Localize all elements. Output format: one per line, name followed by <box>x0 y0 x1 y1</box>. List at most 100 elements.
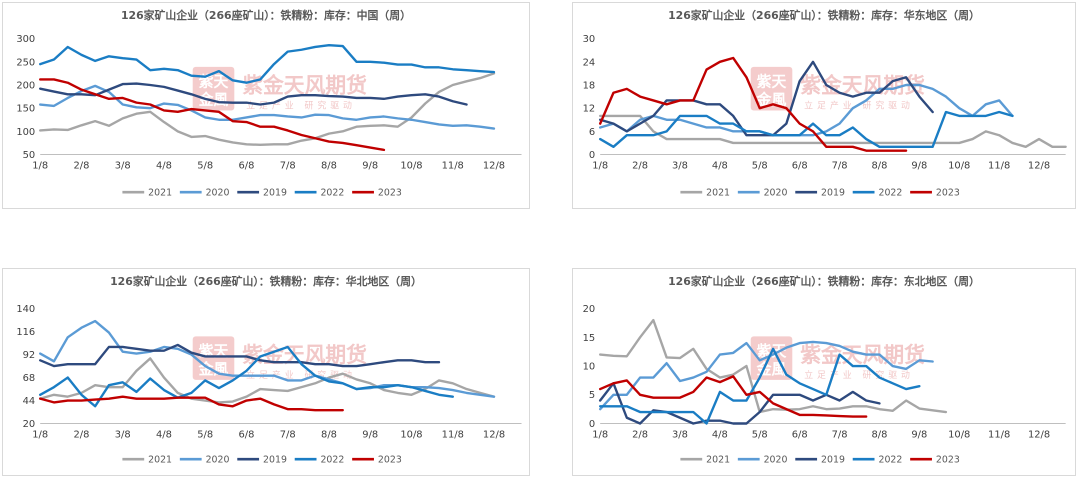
series-line-2022 <box>39 43 496 84</box>
legend-label: 2023 <box>936 455 960 466</box>
legend-item-2020: 2020 <box>737 455 788 466</box>
x-tick-label: 5/8 <box>197 160 213 171</box>
x-tick-label: 6/8 <box>239 429 255 440</box>
y-tick-label: 24 <box>583 57 596 68</box>
series-line-2021 <box>39 357 496 404</box>
watermark-name: 紫金天风期货 <box>800 343 925 367</box>
series-line-2021 <box>39 72 496 147</box>
x-tick-label: 6/8 <box>792 160 808 171</box>
x-tick-label: 4/8 <box>712 429 728 440</box>
x-tick-label: 4/8 <box>156 429 172 440</box>
watermark-logo-box <box>750 336 793 380</box>
legend-item-2023: 2023 <box>352 188 402 199</box>
x-tick-label: 1/8 <box>592 160 608 171</box>
legend-item-2019: 2019 <box>795 455 845 466</box>
legend-item-2019: 2019 <box>237 188 287 199</box>
legend-label: 2021 <box>706 188 730 199</box>
chart-title: 126家矿山企业（266座矿山）：铁精粉：库存：华东地区（周） <box>668 8 980 22</box>
y-tick-label: 250 <box>16 57 35 68</box>
x-tick-label: 6/8 <box>792 429 808 440</box>
legend-label: 2021 <box>706 455 730 466</box>
series-line-2020 <box>39 319 496 398</box>
x-tick-label: 11/8 <box>988 160 1010 171</box>
y-tick-label: 10 <box>583 362 596 373</box>
legend-label: 2023 <box>378 455 402 466</box>
legend-item-2021: 2021 <box>122 455 172 466</box>
legend-item-2022: 2022 <box>852 455 902 466</box>
chart-title: 126家矿山企业（266座矿山）：铁精粉：库存：中国（周） <box>121 8 411 22</box>
x-tick-label: 1/8 <box>32 429 48 440</box>
y-tick-label: 44 <box>23 396 36 407</box>
x-tick-label: 3/8 <box>115 429 131 440</box>
legend-label: 2019 <box>821 455 845 466</box>
y-tick-label: 68 <box>23 373 36 384</box>
legend-label: 2021 <box>148 188 172 199</box>
legend-label: 2023 <box>936 188 960 199</box>
x-tick-label: 8/8 <box>871 160 887 171</box>
legend-item-2023: 2023 <box>910 455 960 466</box>
x-tick-label: 4/8 <box>712 160 728 171</box>
watermark-logo-box <box>750 66 793 111</box>
y-tick-label: 12 <box>583 104 596 115</box>
legend-item-2022: 2022 <box>294 455 344 466</box>
x-tick-label: 1/8 <box>32 160 48 171</box>
y-tick-label: 116 <box>16 327 35 338</box>
series-line-2019 <box>39 343 441 368</box>
y-tick-label: 5 <box>589 390 595 401</box>
x-tick-label: 11/8 <box>442 160 464 171</box>
watermark-logo-bottom: 金風 <box>198 91 229 109</box>
x-tick-label: 10/8 <box>948 429 970 440</box>
legend-item-2021: 2021 <box>680 455 730 466</box>
x-tick-label: 9/8 <box>911 429 927 440</box>
legend-item-2021: 2021 <box>122 188 172 199</box>
legend-label: 2020 <box>764 188 788 199</box>
x-tick-label: 2/8 <box>632 429 648 440</box>
x-tick-label: 7/8 <box>280 160 296 171</box>
x-tick-label: 7/8 <box>280 429 296 440</box>
x-tick-label: 3/8 <box>672 429 688 440</box>
legend-label: 2022 <box>320 188 344 199</box>
legend-item-2022: 2022 <box>852 188 902 199</box>
legend-item-2023: 2023 <box>352 455 402 466</box>
series-line-2023 <box>598 375 868 418</box>
y-tick-label: 50 <box>23 150 36 161</box>
x-tick-label: 2/8 <box>632 160 648 171</box>
legend-item-2020: 2020 <box>179 188 230 199</box>
legend-label: 2019 <box>821 188 845 199</box>
x-tick-label: 9/8 <box>362 429 378 440</box>
y-tick-label: 100 <box>16 127 35 138</box>
legend-label: 2020 <box>206 188 230 199</box>
y-tick-label: 0 <box>589 419 595 430</box>
legend-item-2019: 2019 <box>237 455 287 466</box>
series-line-2023 <box>39 78 386 152</box>
x-tick-label: 9/8 <box>911 160 927 171</box>
x-tick-label: 12/8 <box>1028 429 1050 440</box>
watermark-logo-bottom: 金風 <box>756 91 787 109</box>
x-tick-label: 12/8 <box>483 160 505 171</box>
x-tick-label: 10/8 <box>948 160 970 171</box>
x-tick-label: 10/8 <box>400 429 422 440</box>
y-tick-label: 0 <box>589 150 595 161</box>
legend-label: 2023 <box>378 188 402 199</box>
y-tick-label: 20 <box>23 419 36 430</box>
legend-label: 2020 <box>764 455 788 466</box>
x-tick-label: 5/8 <box>752 429 768 440</box>
legend-item-2019: 2019 <box>795 188 845 199</box>
x-tick-label: 10/8 <box>400 160 422 171</box>
x-tick-label: 12/8 <box>1028 160 1050 171</box>
y-tick-label: 20 <box>583 304 596 315</box>
legend-label: 2022 <box>878 188 902 199</box>
x-tick-label: 3/8 <box>672 160 688 171</box>
y-tick-label: 200 <box>16 80 35 91</box>
watermark-logo-box <box>192 66 235 111</box>
x-tick-label: 9/8 <box>362 160 378 171</box>
series-line-2022 <box>39 345 454 408</box>
x-tick-label: 8/8 <box>872 429 888 440</box>
series-line-2023 <box>598 56 908 152</box>
x-tick-label: 8/8 <box>321 160 337 171</box>
legend-item-2023: 2023 <box>910 188 960 199</box>
